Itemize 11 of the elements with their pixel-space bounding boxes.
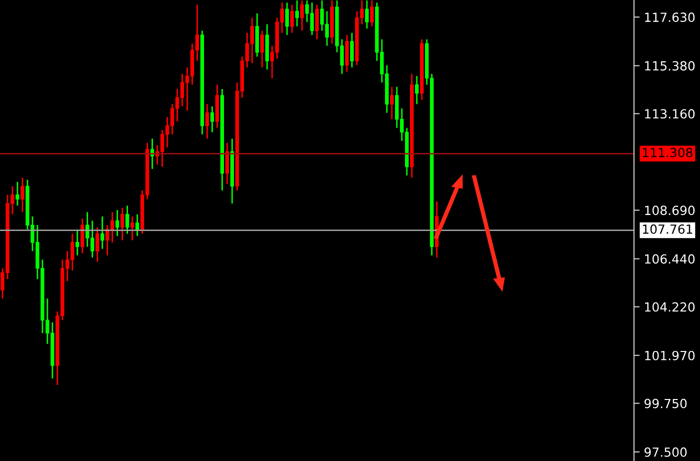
y-tick-label: 97.500 bbox=[644, 447, 687, 457]
y-tick-label: 117.630 bbox=[645, 12, 695, 22]
y-tick-label: 99.750 bbox=[644, 398, 687, 408]
y-tick-label: 108.690 bbox=[645, 206, 695, 216]
ref-line-label: 107.761 bbox=[642, 224, 692, 234]
y-tick-label: 113.160 bbox=[645, 109, 695, 119]
y-tick-label: 101.970 bbox=[645, 350, 695, 360]
ref-line-label: 111.308 bbox=[642, 148, 692, 158]
y-tick-label: 106.440 bbox=[645, 254, 695, 264]
y-tick-label: 104.220 bbox=[645, 302, 695, 312]
y-tick-label: 115.380 bbox=[645, 61, 695, 71]
